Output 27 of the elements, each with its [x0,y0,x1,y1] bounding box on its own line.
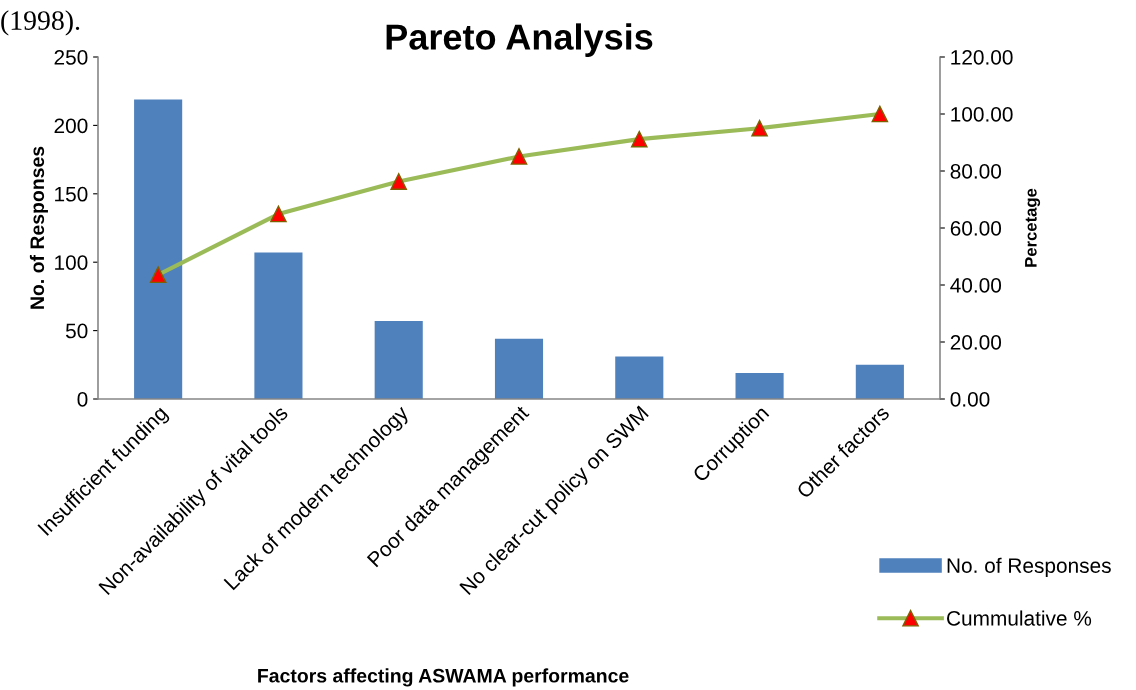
y-tick-label: 250 [54,50,88,65]
y2-tick-label: 100.00 [951,107,1013,122]
y-axis-title: No. of Responses [29,146,48,309]
y-tick-label: 0 [77,392,88,407]
chart-title: Pareto Analysis [386,23,653,57]
y2-axis-title: Percetage [1025,188,1041,267]
y2-tick-label: 80.00 [950,164,1002,179]
y-tick-label: 150 [55,186,88,202]
bar [254,252,303,399]
bar [494,338,544,399]
legend-label: No. of Responses [947,557,1111,578]
bar [735,373,784,399]
y2-tick-label: 120.00 [951,50,1013,65]
bar [374,321,423,399]
y-tick-label: 100 [55,255,88,270]
text: (1998). [1,10,80,36]
x-axis-title: Factors affecting ASWAMA performance [258,668,629,687]
bar [615,356,664,399]
bar [855,364,904,399]
y2-tick-label: 20.00 [950,335,1002,350]
y-tick-label: 50 [65,323,88,339]
y2-tick-label: 60.00 [950,221,1002,236]
legend-label: Cummulative % [947,610,1092,626]
bar [134,99,183,399]
y2-tick-label: 0.00 [950,392,990,407]
y2-tick-label: 40.00 [950,278,1002,293]
y-tick-label: 200 [54,118,88,134]
